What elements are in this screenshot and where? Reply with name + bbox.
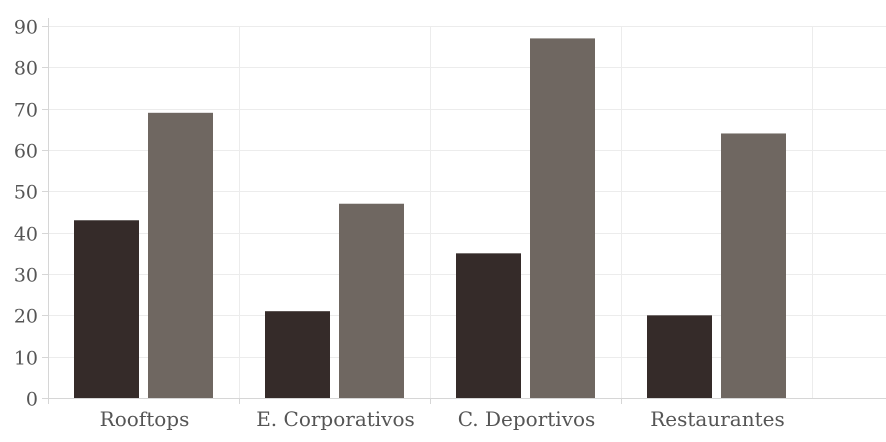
bar-2 xyxy=(339,203,404,398)
bar-2 xyxy=(721,133,786,398)
bar-2 xyxy=(530,38,595,399)
bar-1 xyxy=(456,253,521,398)
y-tick-label: 70 xyxy=(14,100,38,122)
y-tick-label: 80 xyxy=(14,58,38,80)
labels: 0 10 20 30 40 50 60 70 80 90 Rooftops E. Corporativ… xyxy=(14,17,785,432)
bar-1 xyxy=(74,220,139,398)
y-tick-label: 40 xyxy=(14,224,38,246)
x-category-label: C. Deportivos xyxy=(458,407,596,431)
bar-1 xyxy=(647,315,712,398)
y-tick-label: 50 xyxy=(14,182,38,204)
y-tick-label: 90 xyxy=(14,17,38,39)
y-tick-label: 30 xyxy=(14,265,38,287)
axes xyxy=(42,18,886,404)
bars xyxy=(74,38,786,399)
y-tick-label: 60 xyxy=(14,141,38,163)
x-category-label: Restaurantes xyxy=(650,407,785,431)
y-tick-label: 10 xyxy=(14,348,38,370)
x-category-label: E. Corporativos xyxy=(256,407,415,431)
x-category-label: Rooftops xyxy=(100,407,190,431)
bar-1 xyxy=(265,311,330,398)
y-tick-label: 0 xyxy=(26,389,38,411)
y-tick-label: 20 xyxy=(14,306,38,328)
bar-2 xyxy=(148,112,213,399)
